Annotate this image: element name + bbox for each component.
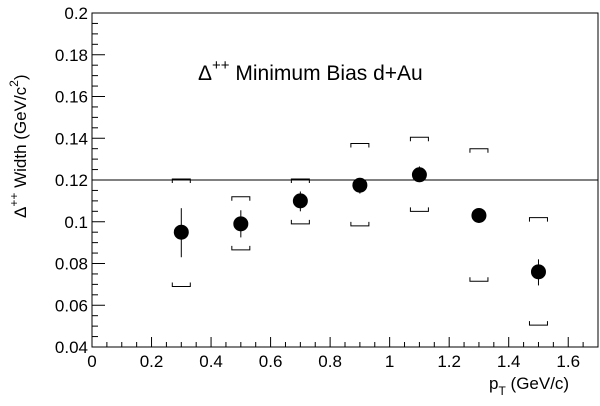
y-tick-label: 0.06 bbox=[55, 296, 88, 315]
y-axis-title: Δ++ Width (GeV/c2) bbox=[7, 74, 30, 218]
y-axis-title-unit-superscript: 2 bbox=[7, 80, 21, 87]
systematic-error-lower bbox=[409, 207, 429, 212]
x-tick-label: 0 bbox=[87, 352, 96, 371]
x-axis-ticks: 0 0.2 0.4 0.6 0.8 1 1.2 1.4 1.6 bbox=[87, 337, 599, 371]
y-tick-label: 0.08 bbox=[55, 255, 88, 274]
systematic-error-upper bbox=[350, 142, 370, 148]
data-point bbox=[471, 207, 487, 223]
systematic-error-lower bbox=[469, 277, 489, 282]
y-tick-label: 0.14 bbox=[55, 129, 88, 148]
x-tick-label: 1.2 bbox=[437, 352, 461, 371]
data-point bbox=[173, 224, 189, 240]
y-axis-title-symbol: Δ bbox=[11, 207, 30, 218]
x-tick-label: 0.2 bbox=[140, 352, 164, 371]
systematic-error-upper bbox=[528, 217, 548, 222]
systematic-error-layer bbox=[171, 136, 548, 326]
systematic-error-upper bbox=[231, 196, 251, 201]
x-axis-title-main: p bbox=[489, 374, 498, 393]
systematic-error-upper bbox=[469, 148, 489, 153]
data-point bbox=[233, 216, 249, 232]
y-tick-label: 0.12 bbox=[55, 171, 88, 190]
systematic-error-lower bbox=[171, 282, 191, 287]
data-point bbox=[352, 177, 368, 193]
systematic-error-upper bbox=[290, 178, 310, 183]
x-tick-label: 1.4 bbox=[497, 352, 521, 371]
systematic-error-upper bbox=[409, 136, 429, 142]
y-tick-label: 0.04 bbox=[55, 338, 88, 357]
x-axis-title-subscript: T bbox=[498, 384, 506, 398]
systematic-error-lower bbox=[290, 219, 310, 225]
x-tick-label: 1 bbox=[385, 352, 394, 371]
y-tick-label: 0.18 bbox=[55, 46, 88, 65]
y-tick-label: 0.1 bbox=[64, 213, 88, 232]
systematic-error-lower bbox=[528, 321, 548, 326]
x-axis-title: pT (GeV/c) bbox=[489, 374, 569, 398]
x-tick-label: 0.4 bbox=[199, 352, 223, 371]
systematic-error-lower bbox=[231, 245, 251, 251]
data-point bbox=[292, 193, 308, 209]
systematic-error-lower bbox=[350, 221, 370, 227]
x-tick-label: 0.8 bbox=[318, 352, 342, 371]
y-axis-ticks: 0.04 0.06 0.08 0.1 0.12 0.14 0.16 0.18 0.2 bbox=[55, 4, 105, 357]
x-tick-label: 1.6 bbox=[556, 352, 580, 371]
systematic-error-upper bbox=[171, 178, 191, 183]
y-axis-title-superscript: ++ bbox=[7, 193, 21, 207]
data-point bbox=[411, 167, 427, 183]
chart-annotation: Δ++ Minimum Bias d+Au bbox=[198, 57, 423, 85]
x-tick-label: 0.6 bbox=[259, 352, 283, 371]
annotation-symbol: Δ bbox=[198, 62, 212, 85]
annotation-text: Minimum Bias d+Au bbox=[230, 62, 423, 85]
data-point bbox=[530, 264, 546, 280]
y-tick-label: 0.16 bbox=[55, 88, 88, 107]
y-tick-label: 0.2 bbox=[64, 4, 88, 23]
y-axis-title-text: Width (GeV/c bbox=[11, 86, 30, 192]
x-axis-title-rest: (GeV/c) bbox=[506, 374, 569, 393]
data-points-layer bbox=[173, 167, 546, 280]
annotation-superscript: ++ bbox=[212, 57, 230, 74]
y-axis-title-close: ) bbox=[11, 74, 30, 80]
